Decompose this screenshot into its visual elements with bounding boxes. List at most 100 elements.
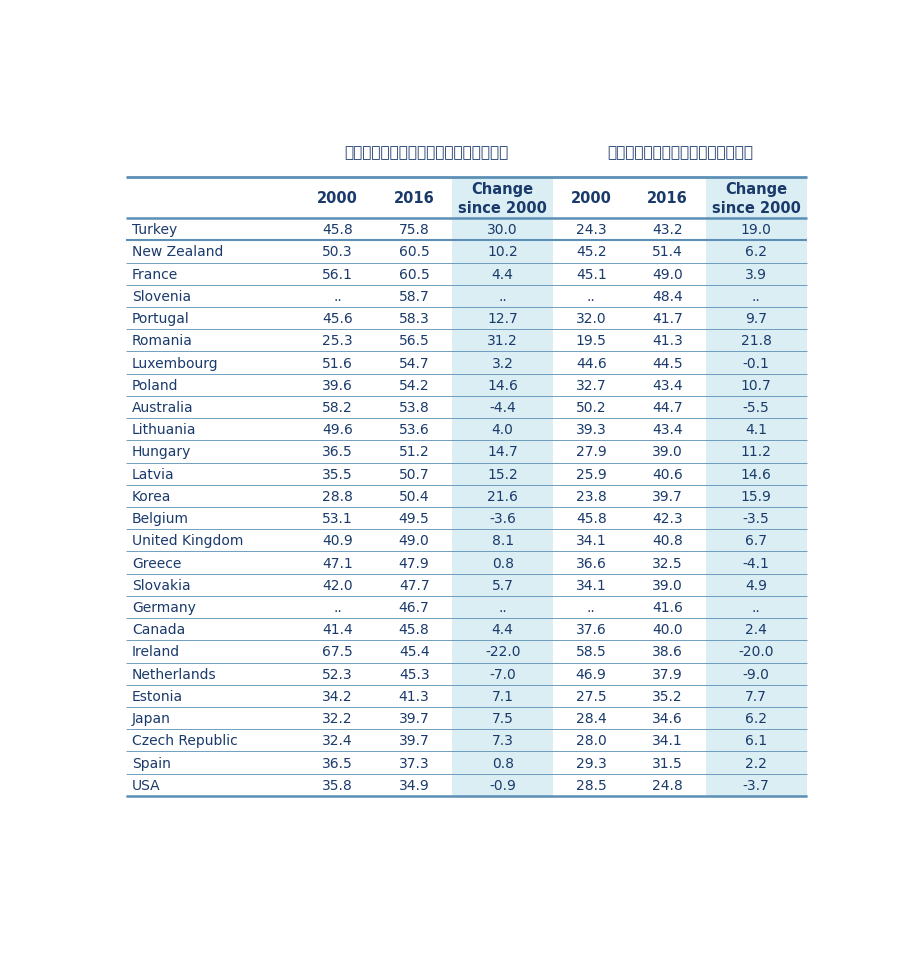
Bar [706,596,806,619]
Text: United Kingdom: United Kingdom [132,533,243,548]
Text: 35.8: 35.8 [322,778,353,792]
Text: 39.6: 39.6 [322,379,353,392]
Text: 45.8: 45.8 [399,623,429,636]
Text: 37.9: 37.9 [652,667,683,681]
Text: Slovakia: Slovakia [132,579,191,592]
Text: 39.3: 39.3 [576,423,607,437]
Text: 54.7: 54.7 [399,357,429,370]
Bar [453,463,553,485]
Text: 39.0: 39.0 [652,579,683,592]
Text: 56.1: 56.1 [322,267,353,282]
Text: Slovenia: Slovenia [132,289,191,304]
Text: -3.5: -3.5 [742,511,770,526]
Text: Latvia: Latvia [132,467,175,481]
Text: 39.7: 39.7 [399,711,429,726]
Bar [453,596,553,619]
Text: 7.7: 7.7 [745,689,767,703]
Text: 25.9: 25.9 [576,467,607,481]
Text: France: France [132,267,178,282]
Text: Australia: Australia [132,401,194,414]
Text: 34.6: 34.6 [652,711,683,726]
Text: -3.6: -3.6 [490,511,516,526]
Text: 30.0: 30.0 [488,223,518,237]
Text: 54.2: 54.2 [399,379,429,392]
Bar [706,752,806,774]
Text: 45.2: 45.2 [576,245,607,259]
Bar [706,178,806,219]
Text: ..: .. [333,601,342,614]
Bar [706,419,806,441]
Text: Turkey: Turkey [132,223,177,237]
Text: Germany: Germany [132,601,196,614]
Bar [706,485,806,507]
Text: 45.1: 45.1 [576,267,607,282]
Text: 27.5: 27.5 [576,689,607,703]
Text: 14.6: 14.6 [741,467,771,481]
Text: 35.2: 35.2 [652,689,683,703]
Text: -5.5: -5.5 [742,401,770,414]
Text: 39.7: 39.7 [652,489,683,504]
Bar [453,574,553,596]
Text: 43.2: 43.2 [652,223,683,237]
Text: 0.8: 0.8 [491,755,514,770]
Text: 28.8: 28.8 [322,489,353,504]
Text: 49.6: 49.6 [322,423,353,437]
Text: 44.5: 44.5 [652,357,683,370]
Text: Spain: Spain [132,755,171,770]
Text: -22.0: -22.0 [485,645,520,659]
Bar [453,774,553,796]
Text: 2000: 2000 [318,191,358,206]
Text: 58.5: 58.5 [576,645,607,659]
Text: Romania: Romania [132,334,193,348]
Bar [453,530,553,552]
Text: ..: .. [499,289,507,304]
Bar [706,330,806,352]
Bar [453,441,553,463]
Text: 49.0: 49.0 [399,533,429,548]
Bar [453,285,553,308]
Text: 49.5: 49.5 [399,511,429,526]
Text: 53.6: 53.6 [399,423,429,437]
Bar [706,352,806,375]
Bar [453,219,553,241]
Bar [706,530,806,552]
Bar [453,485,553,507]
Text: 6.7: 6.7 [745,533,767,548]
Text: Korea: Korea [132,489,171,504]
Text: 58.2: 58.2 [322,401,353,414]
Text: 34.1: 34.1 [576,533,607,548]
Text: 32.4: 32.4 [322,733,353,748]
Text: 15.2: 15.2 [487,467,518,481]
Text: 60.5: 60.5 [399,267,429,282]
Text: 40.0: 40.0 [652,623,683,636]
Text: 45.8: 45.8 [322,223,353,237]
Text: Poland: Poland [132,379,178,392]
Text: 7.3: 7.3 [491,733,514,748]
Text: -3.7: -3.7 [742,778,770,792]
Text: 4.1: 4.1 [745,423,767,437]
Text: 50.3: 50.3 [322,245,353,259]
Text: 34.2: 34.2 [322,689,353,703]
Text: Estonia: Estonia [132,689,184,703]
Text: 43.4: 43.4 [652,379,683,392]
Text: Greece: Greece [132,556,182,570]
Text: -0.1: -0.1 [742,357,770,370]
Text: 45.3: 45.3 [399,667,429,681]
Text: 41.6: 41.6 [652,601,683,614]
Text: 2000: 2000 [571,191,612,206]
Text: 46.9: 46.9 [576,667,607,681]
Bar [453,729,553,752]
Text: 60.5: 60.5 [399,245,429,259]
Text: 24.8: 24.8 [652,778,683,792]
Text: 58.7: 58.7 [399,289,429,304]
Text: 31.5: 31.5 [652,755,683,770]
Text: 9.7: 9.7 [745,311,767,326]
Text: 53.8: 53.8 [399,401,429,414]
Text: 28.4: 28.4 [576,711,607,726]
Bar [453,241,553,263]
Text: 34.1: 34.1 [576,579,607,592]
Text: -7.0: -7.0 [490,667,516,681]
Text: 75.8: 75.8 [399,223,429,237]
Text: 41.3: 41.3 [399,689,429,703]
Bar [453,641,553,663]
